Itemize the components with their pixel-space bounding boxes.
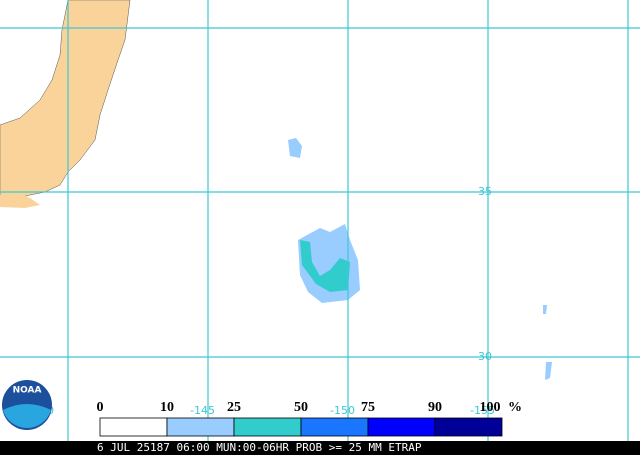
land [0,192,40,208]
legend: 0 10 25 50 75 90 100% [97,400,522,437]
footer-bar [0,441,640,455]
logo: NOAA [2,380,52,430]
legend-label: 0 [97,400,104,415]
logo-wave [3,404,51,428]
legend-swatch [367,417,436,437]
legend-swatch [233,417,302,437]
legend-unit: % [508,400,522,415]
legend-label: 90 [428,400,442,415]
latitude-label: 35 [478,185,492,198]
legend-swatch [166,417,235,437]
legend-swatch [300,417,369,437]
legend-label: 100 [480,400,501,415]
legend-label: 10 [160,400,174,415]
graticule [0,0,640,441]
probability-area [288,138,302,158]
latitude-label: 30 [478,350,492,363]
legend-label: 75 [361,400,375,415]
land [0,0,131,203]
footer-text: 6 JUL 25187 06:00 MUN:00-06HR PROB >= 25… [97,441,422,454]
longitude-label: -155 [470,404,495,417]
longitude-label: -145 [190,404,215,417]
legend-label: 25 [227,400,241,415]
legend-swatch [434,417,503,437]
logo-text: NOAA [13,386,42,396]
probability-area [300,240,350,292]
legend-label: 50 [294,400,308,415]
legend-swatch [99,417,168,437]
longitude-label: -150 [330,404,355,417]
probability-area [543,305,552,380]
